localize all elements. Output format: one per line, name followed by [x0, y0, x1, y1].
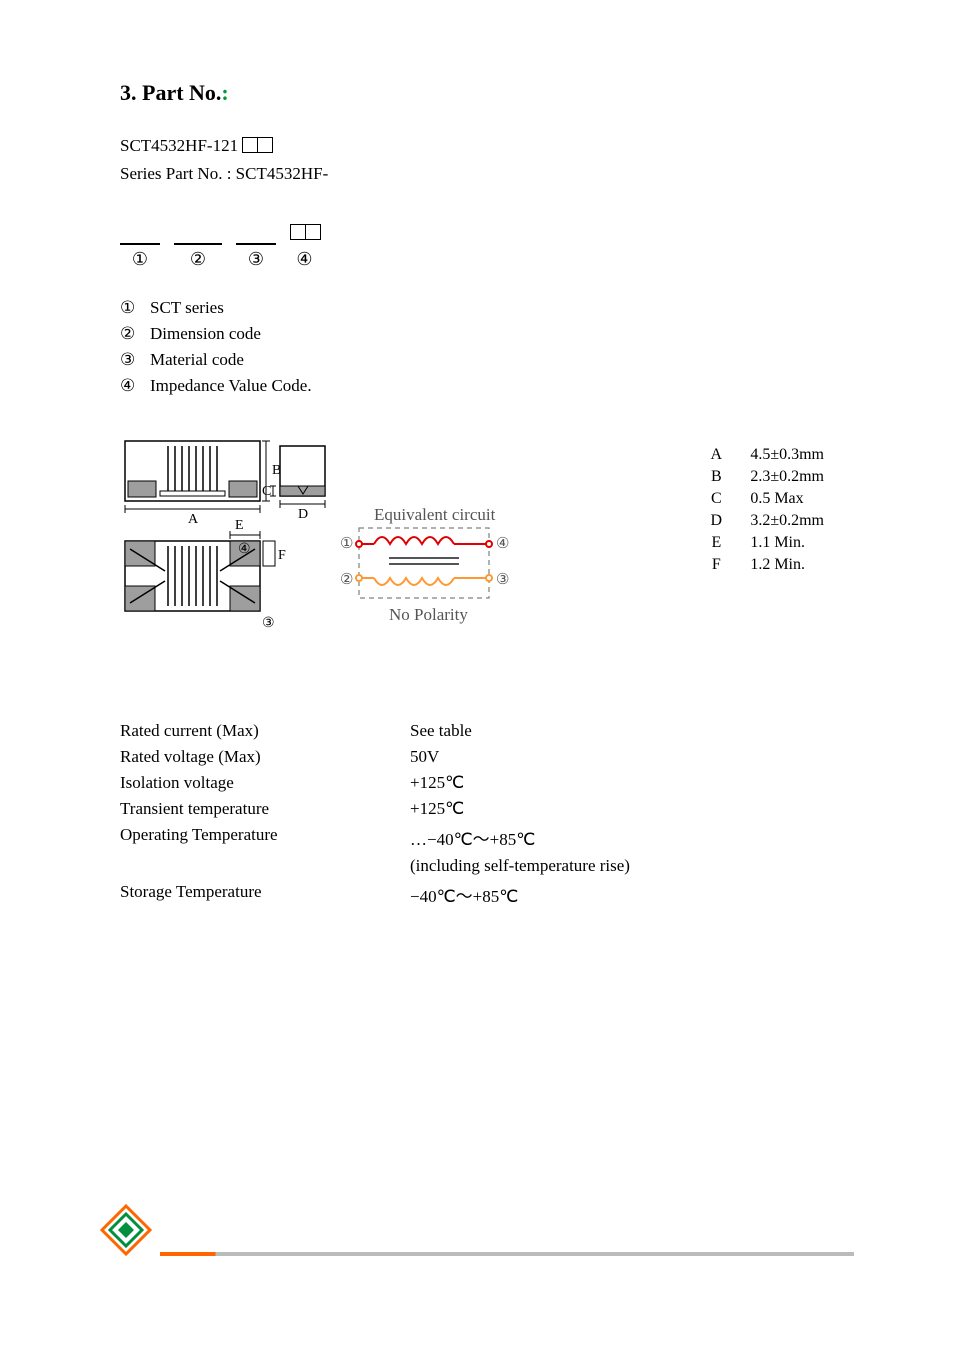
- dimension-table: A4.5±0.3mm B2.3±0.2mm C0.5 Max D3.2±0.2m…: [692, 444, 834, 576]
- spec-label-4: Operating Temperature: [120, 825, 410, 850]
- dim-val-F: 1.2 Min.: [740, 554, 834, 576]
- spec-row-4: Operating Temperature …−40℃～+85℃: [120, 825, 834, 850]
- section-title: 3. Part No.:: [120, 80, 834, 106]
- footer-divider: [160, 1252, 854, 1256]
- svg-text:①: ①: [340, 536, 353, 552]
- spec-value-2: +125℃: [410, 773, 464, 793]
- dim-row-A: A4.5±0.3mm: [692, 444, 834, 466]
- spec-label-1: Rated voltage (Max): [120, 747, 410, 767]
- code-col-2: ②: [174, 235, 222, 270]
- dim-row-D: D3.2±0.2mm: [692, 510, 834, 532]
- legend-text-4: Impedance Value Code.: [150, 376, 312, 396]
- spec-value-1: 50V: [410, 747, 439, 767]
- dim-key-B: B: [692, 466, 740, 488]
- legend-text-1: SCT series: [150, 298, 224, 318]
- legend-text-2: Dimension code: [150, 324, 261, 344]
- svg-text:②: ②: [340, 572, 353, 588]
- legend-row-1: ① SCT series: [120, 298, 834, 318]
- spec-label-0: Rated current (Max): [120, 721, 410, 741]
- spec-row-0: Rated current (Max) See table: [120, 721, 834, 741]
- svg-text:③: ③: [496, 572, 509, 588]
- mechanical-diagram: B A C: [120, 436, 534, 641]
- legend-row-2: ② Dimension code: [120, 324, 834, 344]
- spec-value-6: −40℃～+85℃: [410, 882, 518, 907]
- pad-4-label: ④: [238, 542, 251, 557]
- dim-key-F: F: [692, 554, 740, 576]
- pad-2-label: ②: [120, 616, 121, 631]
- legend-num-2: ②: [120, 324, 140, 344]
- dim-key-D: D: [692, 510, 740, 532]
- dim-C-label: C: [262, 484, 271, 499]
- spec-value-4: …−40℃～+85℃: [410, 825, 535, 850]
- dim-E-label: E: [235, 518, 244, 533]
- legend-num-1: ①: [120, 298, 140, 318]
- code-breakdown-row: ① ② ③ ④: [120, 224, 834, 270]
- dim-A-label: A: [188, 512, 199, 527]
- dim-key-C: C: [692, 488, 740, 510]
- pad-3-label: ③: [262, 616, 275, 631]
- spec-value-5: (including self-temperature rise): [410, 856, 630, 876]
- legend-row-4: ④ Impedance Value Code.: [120, 376, 834, 396]
- dim-val-E: 1.1 Min.: [740, 532, 834, 554]
- code-col-4: ④: [290, 224, 319, 270]
- spec-value-0: See table: [410, 721, 472, 741]
- logo-icon: [100, 1204, 152, 1261]
- part-number-line: SCT4532HF-121: [120, 136, 834, 158]
- dim-row-C: C0.5 Max: [692, 488, 834, 510]
- dim-row-E: E1.1 Min.: [692, 532, 834, 554]
- spec-label-6: Storage Temperature: [120, 882, 410, 907]
- dim-D-label: D: [298, 507, 308, 522]
- dim-key-A: A: [692, 444, 740, 466]
- spec-label-3: Transient temperature: [120, 799, 410, 819]
- code-num-3: ③: [248, 249, 264, 270]
- dim-val-B: 2.3±0.2mm: [740, 466, 834, 488]
- svg-text:④: ④: [496, 536, 509, 552]
- code-num-1: ①: [132, 249, 148, 270]
- legend-num-3: ③: [120, 350, 140, 370]
- code-num-2: ②: [190, 249, 206, 270]
- legend-num-4: ④: [120, 376, 140, 396]
- equiv-title: Equivalent circuit: [374, 506, 496, 524]
- spec-label-5: [120, 856, 410, 876]
- title-colon: :: [221, 80, 228, 105]
- no-polarity: No Polarity: [389, 605, 468, 624]
- dim-F-label: F: [278, 548, 286, 563]
- code-num-4: ④: [296, 249, 312, 270]
- spec-section: Rated current (Max) See table Rated volt…: [120, 721, 834, 907]
- code-col-3: ③: [236, 235, 276, 270]
- pad-1-label: ①: [120, 542, 121, 557]
- code-col-1: ①: [120, 235, 160, 270]
- part-number: SCT4532HF-121: [120, 136, 238, 155]
- spec-value-3: +125℃: [410, 799, 464, 819]
- spec-label-2: Isolation voltage: [120, 773, 410, 793]
- legend-text-3: Material code: [150, 350, 244, 370]
- dim-val-C: 0.5 Max: [740, 488, 834, 510]
- box-2: [257, 137, 273, 153]
- legend-row-3: ③ Material code: [120, 350, 834, 370]
- box-b: [305, 224, 321, 240]
- spec-row-3: Transient temperature +125℃: [120, 799, 834, 819]
- dim-val-A: 4.5±0.3mm: [740, 444, 834, 466]
- dim-key-E: E: [692, 532, 740, 554]
- dim-val-D: 3.2±0.2mm: [740, 510, 834, 532]
- spec-row-2: Isolation voltage +125℃: [120, 773, 834, 793]
- dim-row-B: B2.3±0.2mm: [692, 466, 834, 488]
- spec-row-5: (including self-temperature rise): [120, 856, 834, 876]
- legend: ① SCT series ② Dimension code ③ Material…: [120, 298, 834, 396]
- title-prefix: 3. Part No.: [120, 80, 221, 105]
- code-boxes-inline: [242, 137, 271, 158]
- spec-row-6: Storage Temperature −40℃～+85℃: [120, 882, 834, 907]
- series-label: Series Part No. : SCT4532HF-: [120, 164, 328, 183]
- dim-row-F: F1.2 Min.: [692, 554, 834, 576]
- spec-row-1: Rated voltage (Max) 50V: [120, 747, 834, 767]
- series-line: Series Part No. : SCT4532HF-: [120, 164, 834, 184]
- equivalent-circuit: Equivalent circuit: [334, 506, 534, 636]
